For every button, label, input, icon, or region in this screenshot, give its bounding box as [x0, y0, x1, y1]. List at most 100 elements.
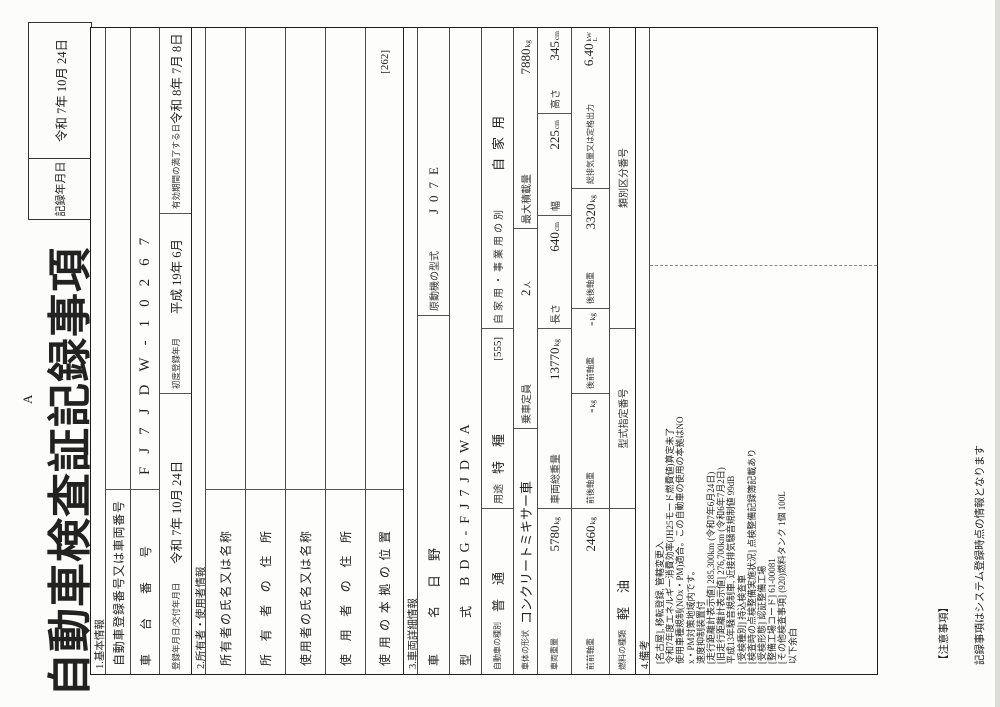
axle-front-front-label: 前前軸重: [586, 638, 595, 670]
vehicle-weight-value: 5780 kg: [546, 517, 562, 552]
row-make-engine: 車名 日野 原動機の型式 J07E: [417, 28, 449, 674]
user-name-label: 使用者の氏名又は名称: [299, 531, 313, 666]
remark-line: [整備工場コード] 61-00081: [767, 558, 778, 664]
section-header-owner: 2.所有者・使用者情報: [191, 28, 207, 674]
user-address-label-cell: 使用者の住所: [326, 489, 365, 674]
axle-front-rear-cell: 前後軸重 - kg: [572, 394, 609, 509]
model-value: BDG-FJ7JDWA: [457, 417, 473, 586]
chassis-number-value-cell: FJ7JDW-10267: [131, 28, 159, 489]
row-owner-name: 所有者の氏名又は名称: [205, 28, 245, 674]
make-label: 車名: [427, 606, 441, 666]
owner-address-label: 所有者の住所: [259, 531, 273, 666]
vehicle-kind-cell: 自動車の種別 普通: [482, 509, 513, 674]
remark-line: 速度抑制装置付: [695, 600, 706, 664]
owner-name-value-cell: [206, 28, 245, 489]
page-title: 自動車検査証記録事項: [46, 247, 95, 697]
first-registration-label-cell: 初度登録年月: [160, 314, 191, 394]
remarks-body: [名古屋], 移転登録, 管轄変更入 令和7年度エネルギー消費効率(JH25モー…: [649, 28, 877, 674]
user-name-value-cell: [286, 28, 325, 489]
use-code: [555]: [491, 337, 504, 361]
capacity-label: 乗車定員: [522, 384, 533, 424]
make-value: 日野: [427, 533, 442, 588]
registration-date-value-cell: 令和 7年 10月 24日: [160, 394, 191, 564]
engine-model-value-cell: J07E: [418, 28, 449, 224]
first-registration-value-cell: 平成 19年 6月: [160, 214, 191, 314]
owner-address-label-cell: 所有者の住所: [246, 489, 285, 674]
displacement-cell: 総排気量又は定格出力 6.40 kW L: [572, 28, 609, 189]
row-model: 型式 BDG-FJ7JDWA: [449, 28, 481, 674]
fuel-type-cell: 燃料の種類 軽油: [610, 509, 635, 674]
expiry-date-label-cell: 有効期間の満了する日: [160, 124, 191, 214]
expiry-date-value-cell: 令和 8年 7月 8日: [160, 28, 191, 124]
row-dates: 登録年月日/交付年月日 令和 7年 10月 24日 初度登録年月 平成 19年 …: [159, 28, 191, 674]
owner-name-label-cell: 所有者の氏名又は名称: [206, 489, 245, 674]
make-value-cell: 日野: [418, 316, 449, 598]
axle-rear-front-label: 後前軸重: [586, 357, 595, 389]
gross-weight-label: 車両総重量: [551, 454, 562, 504]
length-cell: 長さ 640 cm: [538, 216, 571, 329]
displacement-value: 6.40 kW L: [580, 32, 599, 67]
use-label: 用途: [494, 484, 505, 504]
row-user-address: 使用者の住所: [325, 28, 365, 674]
certificate-table: 1.基本情報 自動車登録番号又は車両番号 車台番号 FJ7JDW-10267: [90, 27, 878, 675]
base-location-code: [262]: [378, 50, 391, 74]
remark-line: [その他検査事項] (920)燃料タンク 1個 100L: [777, 491, 788, 664]
row-weights-dimensions: 車両重量 5780 kg 車両総重量 13770 kg 長さ 640 cm 幅 225…: [537, 28, 571, 674]
row-chassis-number: 車台番号 FJ7JDW-10267: [130, 28, 159, 674]
axle-rear-rear-cell: 後後軸重 3320 kg: [572, 189, 609, 309]
private-business-cell: 自家用・事業用の別 自家用: [482, 28, 513, 329]
use-cell: 用途 特種 [555]: [482, 329, 513, 509]
scan-edge-artifact: [995, 0, 1000, 707]
expiry-date-label: 有効期間の満了する日: [170, 123, 181, 209]
row-registration-number: 自動車登録番号又は車両番号: [105, 28, 130, 674]
expiry-date-value: 令和 8年 7月 8日: [170, 33, 184, 124]
user-name-label-cell: 使用者の氏名又は名称: [286, 489, 325, 674]
width-label: 幅: [551, 201, 562, 211]
axle-rear-rear-label: 後後軸重: [586, 272, 595, 304]
max-load-value: 7880 kg: [517, 40, 533, 75]
row-user-name: 使用者の氏名又は名称: [285, 28, 325, 674]
base-location-value-cell: [262]: [366, 28, 403, 489]
fuel-type-value: 軽油: [616, 565, 631, 620]
engine-model-label: 原動機の型式: [430, 251, 441, 311]
type-designation-label: 型式指定番号: [619, 388, 630, 449]
row-axle-weights: 前前軸重 2460 kg 前後軸重 - kg 後前軸重 - kg 後後軸重 3320 k…: [571, 28, 609, 674]
displacement-label: 総排気量又は定格出力: [586, 104, 595, 184]
notice-title: 【注意事項】: [939, 602, 950, 665]
registration-number-value-cell: [106, 28, 130, 489]
remark-line: [名古屋], 移転登録, 管轄変更入: [655, 541, 665, 664]
vehicle-weight-cell: 車両重量 5780 kg: [538, 509, 571, 674]
record-date-label: 記録年月日: [29, 158, 91, 219]
registration-date-label: 登録年月日/交付年月日: [170, 582, 181, 670]
row-base-location: 使用の本拠の位置 [262]: [365, 28, 403, 674]
base-location-label-cell: 使用の本拠の位置: [366, 489, 403, 674]
first-registration-label: 初度登録年月: [170, 337, 181, 389]
use-value: 特種: [491, 419, 506, 474]
remark-line: 使用車種規制(NOx・PM)適合。この自動車の使用の本拠はNO: [675, 416, 686, 664]
remark-line: [受検種別] 持込検査車: [736, 574, 747, 664]
remark-line: [受検形態] 認証整備工場: [757, 565, 768, 664]
row-owner-address: 所有者の住所: [245, 28, 285, 674]
length-value: 640 cm: [546, 222, 562, 252]
owner-name-label: 所有者の氏名又は名称: [219, 531, 233, 666]
model-label-cell: 型式: [450, 598, 481, 674]
registration-number-label: 自動車登録番号又は車両番号: [111, 501, 126, 666]
vehicle-kind-value: 普通: [491, 557, 506, 612]
row-fuel-designation: 燃料の種類 軽油 型式指定番号 類別区分番号: [609, 28, 635, 674]
fuel-type-label: 燃料の種類: [618, 630, 627, 670]
axle-front-rear-label: 前後軸重: [586, 472, 595, 504]
max-load-cell: 最大積載量 7880 kg: [514, 28, 537, 229]
engine-model-label-cell: 原動機の型式: [418, 224, 449, 316]
record-date-value: 令和 7年 10月 24日: [54, 38, 69, 143]
section-header-remarks: 4.備考: [635, 28, 651, 674]
length-label: 長さ: [551, 304, 562, 324]
body-shape-cell: 車体の形状 コンクリートミキサー車: [514, 429, 537, 674]
section-header-detail: 3.車両詳細情報: [403, 28, 419, 674]
registration-date-value: 令和 7年 10月 24日: [170, 460, 184, 564]
remark-line: x・PM対策地域内です。: [685, 566, 696, 664]
max-load-label: 最大積載量: [522, 174, 533, 224]
